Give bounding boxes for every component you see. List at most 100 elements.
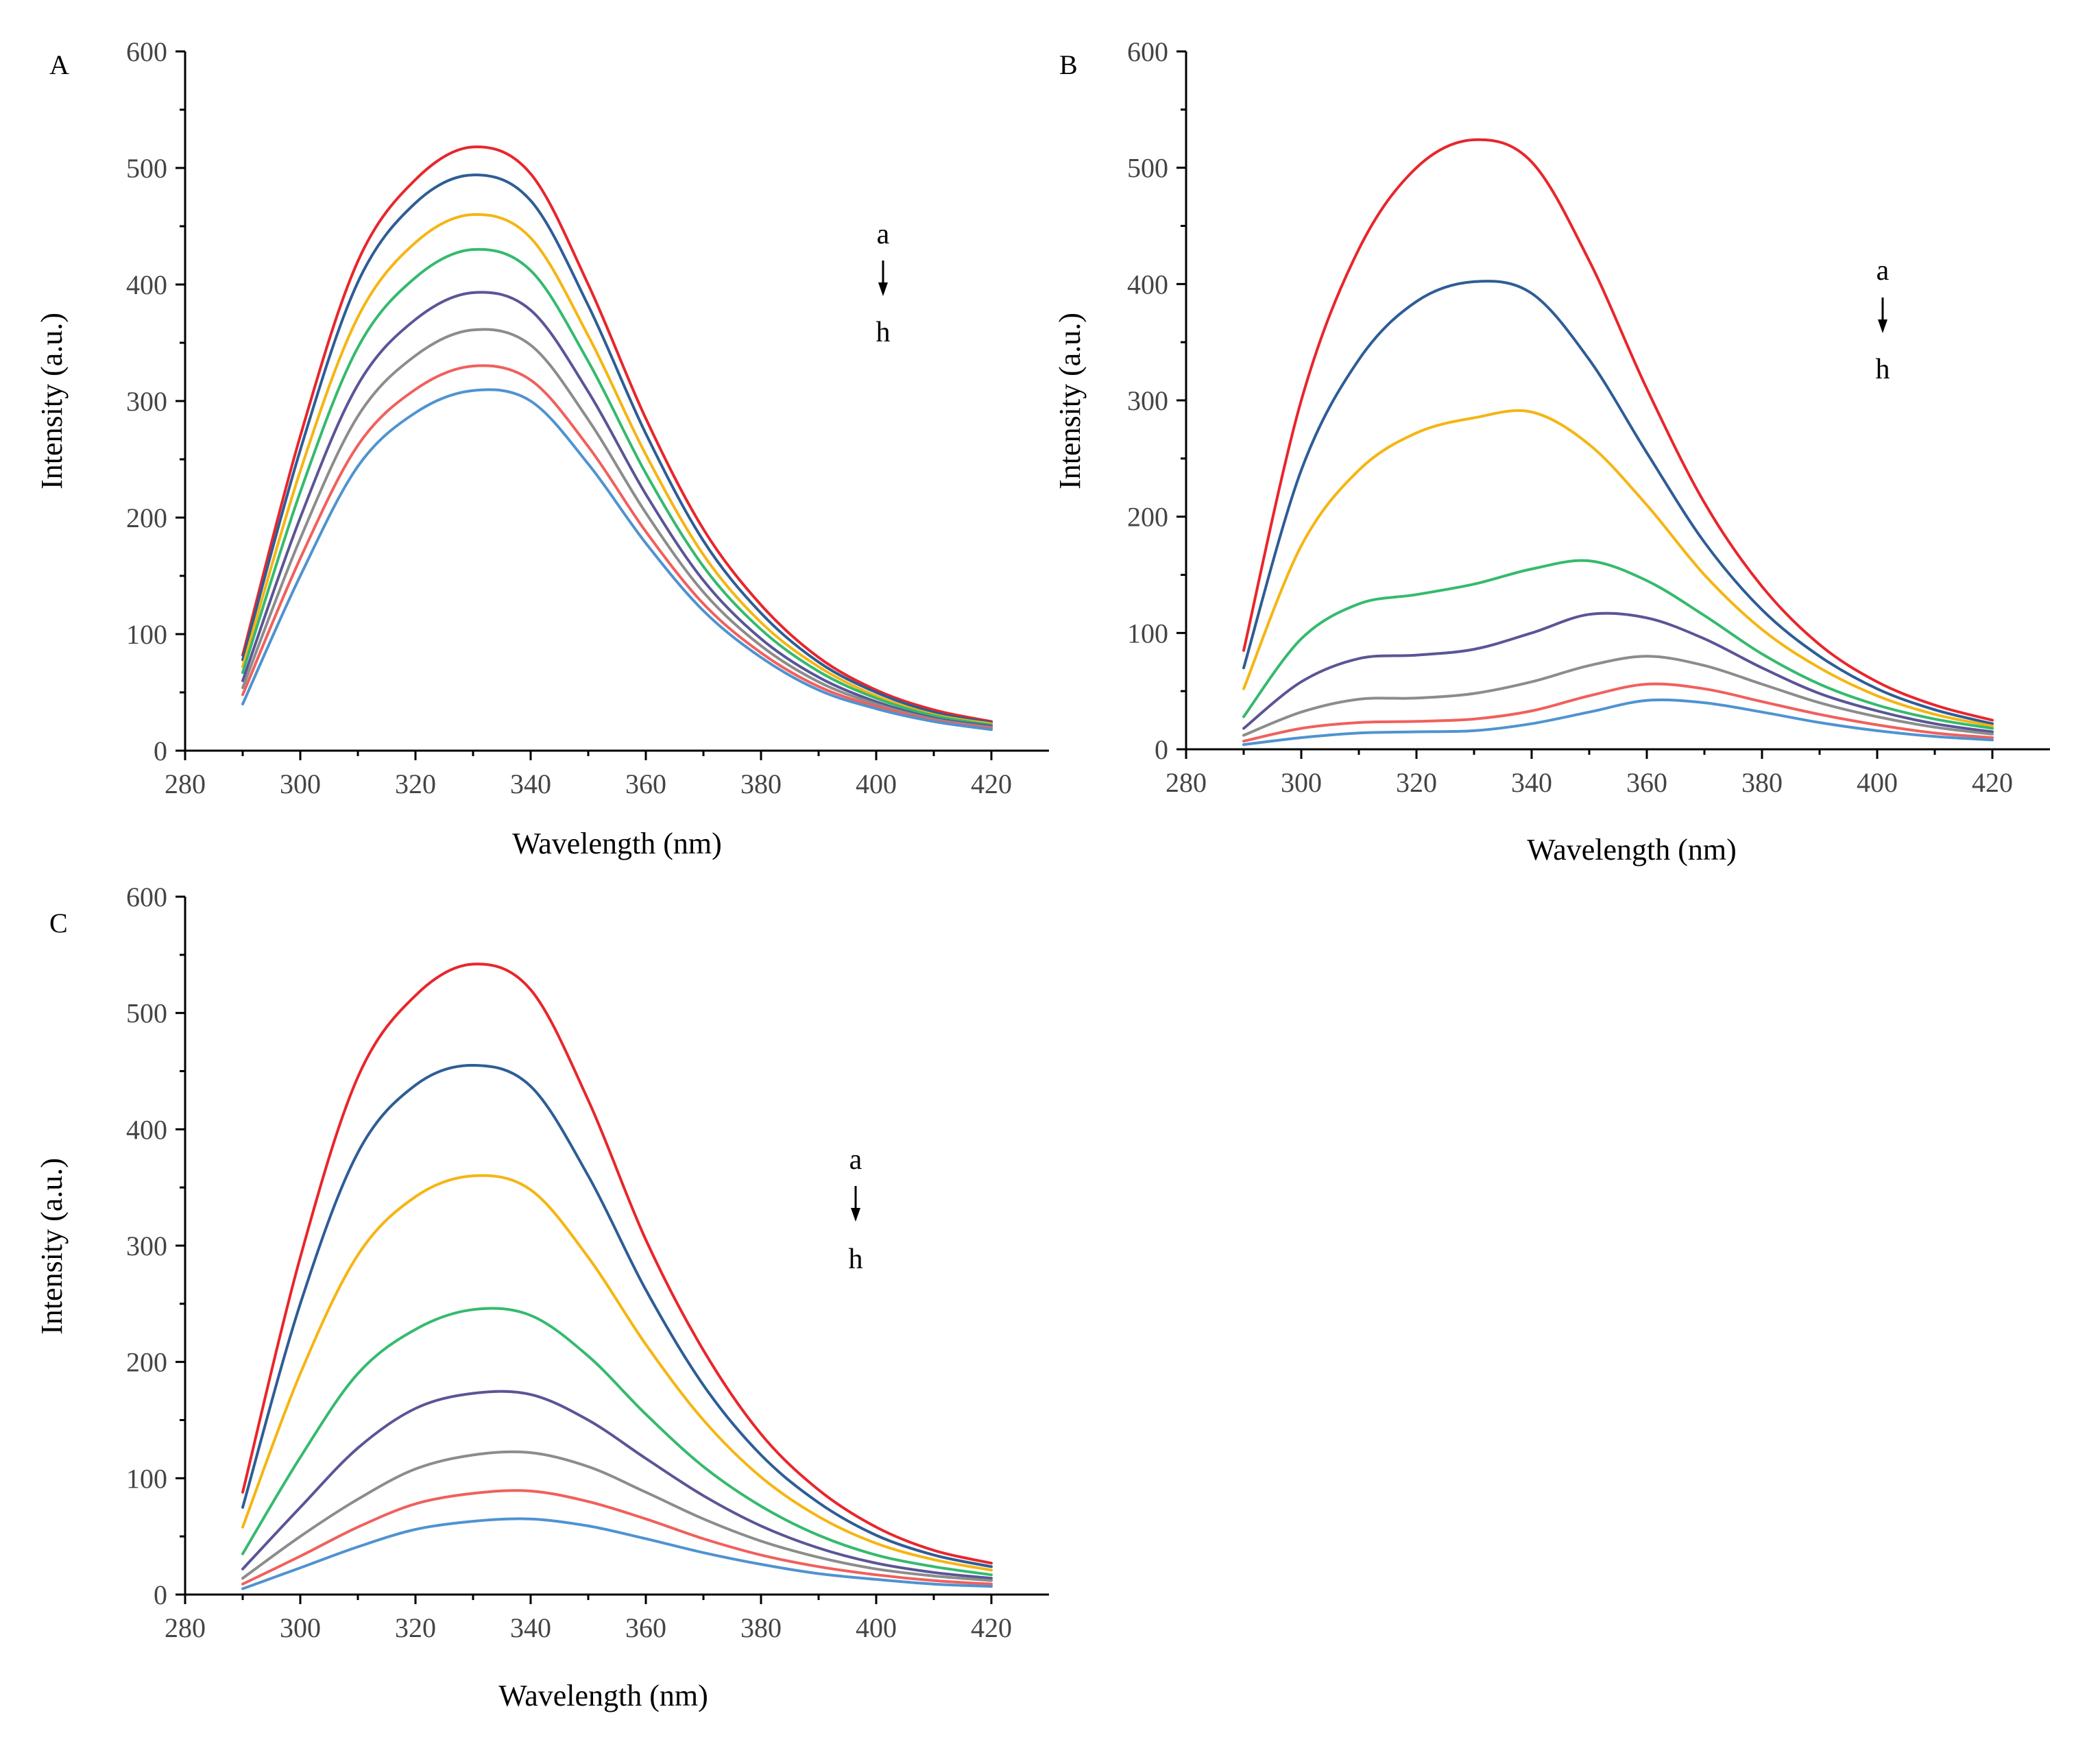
panel-a-x-tick-label-7: 420	[971, 768, 1012, 799]
panel-b-order-annotation: a h	[1876, 255, 1890, 385]
panel-b-ticks: 280 300 320 340 360 380 400 420 0 100 200 300 400 500…	[1127, 36, 2013, 798]
down-arrow-icon	[1878, 298, 1887, 333]
panel-a-order-annotation: a h	[876, 219, 891, 348]
panel-b-y-tick-label-2: 200	[1127, 502, 1168, 533]
panel-c-y-tick-label-6: 600	[126, 882, 167, 912]
panel-c-x-tick-label-4: 360	[625, 1612, 666, 1643]
panel-c-x-tick-label-5: 380	[740, 1612, 782, 1643]
panel-b-chart: B 280 300 320 340 360 380 400 420 0 100 200 300 400 5…	[1053, 36, 2050, 867]
panel-a-chart: A 280 300 320 340 360 380 400 420 0 100 200 300 400 5…	[35, 36, 1049, 860]
panel-b-series-e	[1242, 611, 1994, 734]
panel-a-series-e	[241, 291, 993, 728]
panel-b-y-tick-label-0: 0	[1155, 734, 1168, 765]
panel-b-x-tick-label-4: 360	[1626, 767, 1667, 798]
panel-c-chart: C 280 300 320 340 360 380 400 420 0 100 200 300 400 5…	[35, 882, 1049, 1712]
panel-b-series-b	[1242, 280, 1994, 725]
panel-b-series-g	[1242, 682, 1994, 743]
panel-c-y-axis-title: Intensity (a.u.)	[35, 1158, 69, 1335]
panel-c-y-tick-label-1: 100	[126, 1463, 167, 1494]
panel-c-series-a	[241, 962, 993, 1565]
panel-a-series-h	[241, 388, 993, 731]
panel-c-x-tick-label-1: 300	[280, 1612, 321, 1643]
panel-a-y-tick-label-6: 600	[126, 36, 167, 67]
panel-c-x-tick-label-3: 340	[510, 1612, 551, 1643]
panel-c-letter: C	[49, 908, 68, 938]
down-arrow-icon	[878, 261, 888, 296]
panel-a-x-tick-label-5: 380	[740, 768, 782, 799]
panel-c-x-tick-label-6: 400	[856, 1612, 897, 1643]
panel-c-series-d	[241, 1307, 993, 1577]
panel-c-series-start-label: a	[849, 1144, 862, 1176]
panel-a-x-tick-label-3: 340	[510, 768, 551, 799]
panel-b-y-tick-label-1: 100	[1127, 618, 1168, 649]
panel-b-series-start-label: a	[1876, 255, 1890, 287]
panel-a-y-tick-label-2: 200	[126, 502, 167, 533]
panel-c-order-annotation: a h	[849, 1144, 863, 1275]
panel-a-series-c	[241, 213, 993, 725]
panel-b-y-axis-title: Intensity (a.u.)	[1053, 313, 1087, 489]
panel-c-series-f	[241, 1450, 993, 1582]
panel-c-ticks: 280 300 320 340 360 380 400 420 0 100 200 300 400 500…	[126, 882, 1012, 1643]
panel-b-x-tick-label-2: 320	[1396, 767, 1437, 798]
panel-a-series-d	[241, 247, 993, 727]
panel-c-series-g	[241, 1489, 993, 1586]
panel-c-x-tick-label-7: 420	[971, 1612, 1012, 1643]
panel-c-y-tick-label-3: 300	[126, 1231, 167, 1261]
panel-a-ticks: 280 300 320 340 360 380 400 420 0 100 200 300 400 500…	[126, 36, 1012, 799]
panel-b-x-tick-label-3: 340	[1511, 767, 1552, 798]
panel-a-x-tick-label-2: 320	[395, 768, 436, 799]
panel-a-y-axis-title: Intensity (a.u.)	[35, 313, 69, 489]
panel-b-letter: B	[1059, 49, 1078, 80]
panel-a-y-tick-label-3: 300	[126, 386, 167, 417]
panel-b-x-tick-label-7: 420	[1972, 767, 2013, 798]
panel-b-y-tick-label-6: 600	[1127, 36, 1168, 67]
panel-c-series-b	[241, 1063, 993, 1569]
panel-c-y-tick-label-2: 200	[126, 1347, 167, 1378]
panel-b-x-tick-label-5: 380	[1741, 767, 1783, 798]
panel-a-x-tick-label-4: 360	[625, 768, 666, 799]
panel-b-x-axis-title: Wavelength (nm)	[1527, 833, 1737, 867]
panel-a-y-tick-label-4: 400	[126, 269, 167, 300]
panel-a-series-start-label: a	[877, 219, 890, 250]
panel-b-y-tick-label-5: 500	[1127, 153, 1168, 184]
panel-a-series-f	[241, 328, 993, 729]
panel-a-letter: A	[49, 49, 69, 80]
panel-a-series-end-label: h	[876, 317, 891, 348]
panel-a-series-a	[241, 145, 993, 723]
panel-a-x-axis-title: Wavelength (nm)	[512, 827, 722, 860]
panel-a-series-b	[241, 173, 993, 725]
panel-c-y-tick-label-0: 0	[154, 1579, 167, 1610]
panel-b-x-tick-label-0: 280	[1166, 767, 1207, 798]
panel-b-series	[1242, 138, 1994, 747]
panel-b-series-end-label: h	[1876, 354, 1890, 385]
panel-b-series-c	[1242, 409, 1994, 728]
panel-c-series-e	[241, 1390, 993, 1580]
panel-b-series-d	[1242, 559, 1994, 730]
panel-a-x-tick-label-1: 300	[280, 768, 321, 799]
panel-b-y-tick-label-3: 300	[1127, 385, 1168, 416]
panel-b-series-a	[1242, 138, 1994, 722]
panel-b-y-tick-label-4: 400	[1127, 269, 1168, 300]
panel-b-x-tick-label-6: 400	[1857, 767, 1898, 798]
panel-c-series	[241, 962, 993, 1590]
panel-a-x-tick-label-0: 280	[165, 768, 206, 799]
panel-c-x-axis-title: Wavelength (nm)	[498, 1679, 708, 1712]
panel-c-series-c	[241, 1174, 993, 1572]
panel-c-x-tick-label-2: 320	[395, 1612, 436, 1643]
panel-b-x-tick-label-1: 300	[1281, 767, 1322, 798]
panel-c-series-h	[241, 1517, 993, 1590]
panel-b-series-f	[1242, 655, 1994, 737]
panel-c-series-end-label: h	[849, 1244, 863, 1275]
panel-c-y-tick-label-4: 400	[126, 1114, 167, 1145]
panel-a-y-tick-label-1: 100	[126, 619, 167, 650]
panel-a-y-tick-label-0: 0	[154, 736, 167, 766]
panel-b-series-h	[1242, 698, 1994, 747]
panel-a-series	[241, 145, 993, 731]
panel-c-x-tick-label-0: 280	[165, 1612, 206, 1643]
panel-a-series-g	[241, 364, 993, 730]
panel-a-x-tick-label-6: 400	[856, 768, 897, 799]
down-arrow-icon	[851, 1186, 860, 1222]
panel-c-y-tick-label-5: 500	[126, 998, 167, 1029]
panel-a-y-tick-label-5: 500	[126, 153, 167, 184]
